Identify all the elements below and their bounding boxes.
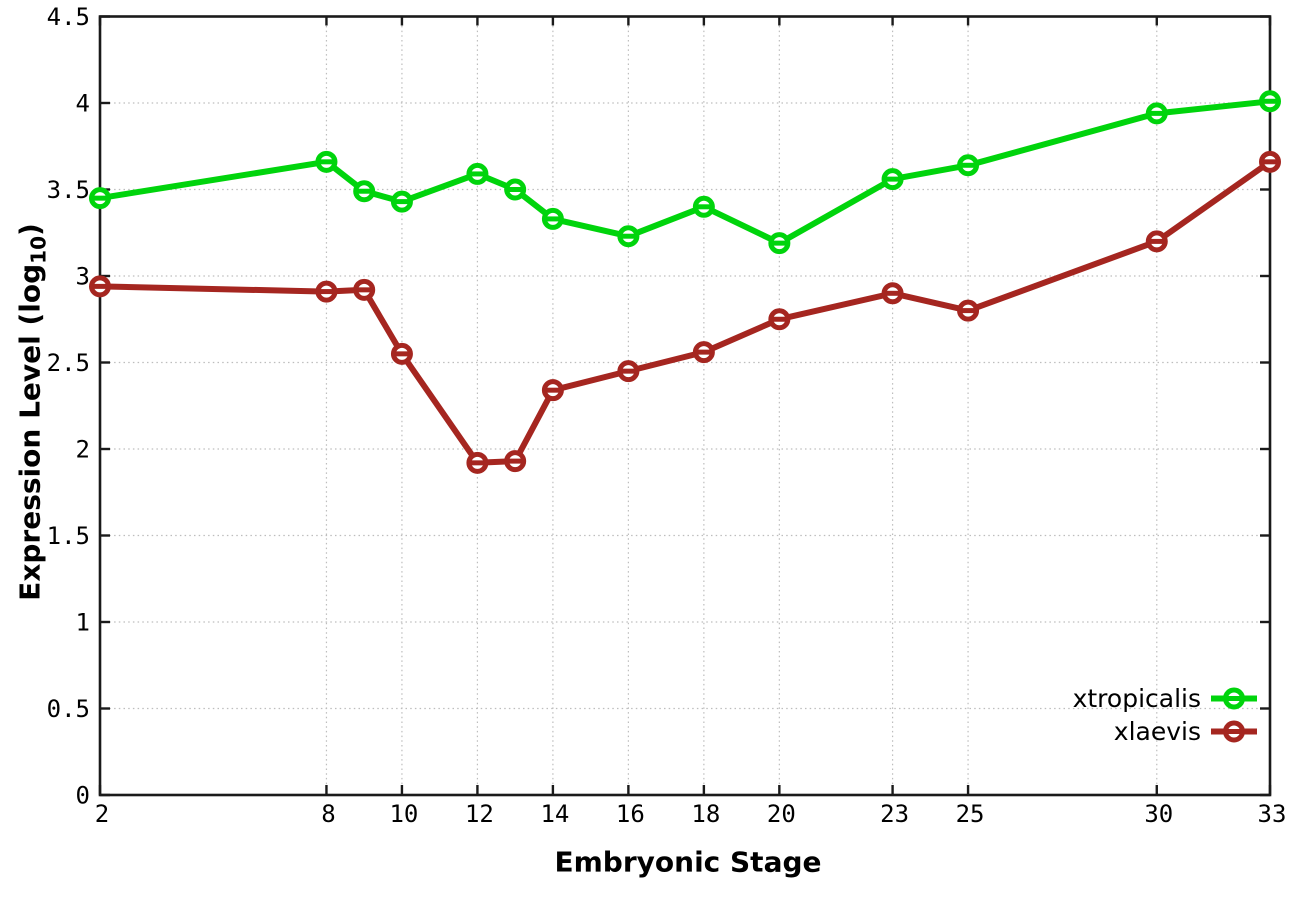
gridlines (100, 16, 1270, 795)
x-tick-label: 10 (389, 800, 418, 828)
y-tick-label: 2.5 (47, 349, 90, 377)
x-tick-label: 14 (540, 800, 569, 828)
x-tick-label: 33 (1258, 800, 1287, 828)
y-tick-label: 3 (76, 263, 90, 291)
y-tick-label: 4.5 (47, 3, 90, 31)
x-tick-label: 25 (956, 800, 985, 828)
y-tick-label: 1.5 (47, 522, 90, 550)
x-tick-label: 8 (321, 800, 335, 828)
legend-label: xlaevis (1113, 717, 1201, 746)
y-tick-label: 4 (76, 90, 90, 118)
x-tick-label: 20 (767, 800, 796, 828)
x-axis-title: Embryonic Stage (554, 845, 822, 879)
x-tick-label: 12 (465, 800, 494, 828)
x-tick-label: 23 (880, 800, 909, 828)
y-axis-title-close: ) (13, 223, 47, 236)
legend-entry-xtropicalis: xtropicalis (1073, 684, 1258, 713)
legend: xtropicalis xlaevis (1073, 684, 1258, 746)
y-axis-title-text: Expression Level (log (13, 263, 47, 601)
tick-labels: 0 0.5 1 1.5 2 2.5 3 3.5 4 4.5 2 8 10 12 14 16 18 20 23 25 30… (47, 3, 1287, 828)
series-line-xlaevis (99, 159, 1272, 466)
series-xlaevis (89, 150, 1281, 474)
y-axis-title: Expression Level (log10) (13, 223, 51, 601)
y-tick-label: 3.5 (47, 176, 90, 204)
y-tick-label: 2 (76, 436, 90, 464)
legend-label: xtropicalis (1072, 684, 1201, 713)
y-tick-label: 0 (76, 782, 90, 810)
x-tick-label: 18 (691, 800, 720, 828)
legend-entry-xlaevis: xlaevis (1114, 717, 1258, 746)
y-tick-label: 1 (76, 609, 90, 637)
legend-sample-xlaevis (1211, 720, 1257, 743)
x-tick-label: 2 (95, 800, 109, 828)
tick-marks (98, 15, 1272, 797)
plot-border (98, 15, 1272, 797)
x-tick-label: 30 (1144, 800, 1173, 828)
y-tick-label: 0.5 (47, 695, 90, 723)
y-axis-title-subscript: 10 (26, 235, 51, 264)
legend-sample-xtropicalis (1211, 687, 1257, 710)
series-line-xtropicalis (99, 98, 1271, 247)
x-tick-label: 16 (616, 800, 645, 828)
series-xtropicalis (89, 90, 1281, 255)
